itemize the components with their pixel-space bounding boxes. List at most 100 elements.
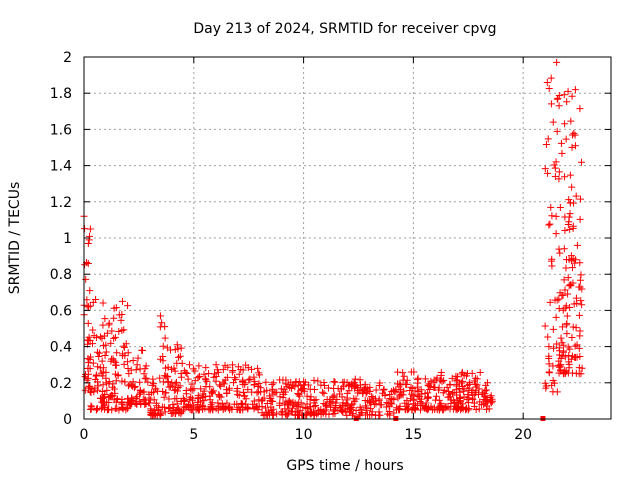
data-point — [291, 383, 299, 391]
data-point — [156, 312, 164, 320]
data-point — [289, 404, 297, 412]
data-point — [370, 401, 378, 409]
data-point — [176, 352, 184, 360]
data-point — [255, 379, 263, 387]
data-point — [134, 354, 142, 362]
data-point — [225, 384, 233, 392]
data-point — [577, 271, 585, 279]
data-point — [247, 365, 255, 373]
data-point — [197, 385, 205, 393]
data-point — [557, 367, 565, 375]
data-point — [430, 376, 438, 384]
data-point — [150, 406, 158, 414]
data-point — [95, 352, 103, 360]
data-point — [189, 365, 197, 373]
data-point — [270, 379, 278, 387]
data-point — [566, 281, 574, 289]
data-point — [356, 376, 364, 384]
data-point — [217, 382, 225, 390]
y-tick-label: 1.8 — [50, 86, 72, 102]
data-point — [438, 406, 446, 414]
data-point — [101, 351, 109, 359]
data-point — [141, 396, 149, 404]
data-point — [223, 389, 231, 397]
data-point — [224, 363, 232, 371]
data-point — [85, 333, 93, 341]
data-point — [212, 377, 220, 385]
data-point — [154, 404, 162, 412]
data-point — [368, 392, 376, 400]
data-point — [363, 385, 371, 393]
data-point — [91, 384, 99, 392]
data-point — [296, 392, 304, 400]
data-point — [230, 400, 238, 408]
data-point — [239, 389, 247, 397]
data-point — [218, 400, 226, 408]
data-point — [307, 393, 315, 401]
data-point — [217, 393, 225, 401]
data-point — [120, 342, 128, 350]
data-point — [240, 392, 248, 400]
data-point — [566, 225, 574, 233]
data-point — [89, 340, 97, 348]
data-point — [103, 386, 111, 394]
y-tick-label: 0.2 — [50, 376, 72, 392]
data-point — [435, 405, 443, 413]
data-point — [566, 210, 574, 218]
data-point — [357, 386, 365, 394]
data-point — [101, 315, 109, 323]
data-point — [568, 264, 576, 272]
data-point — [102, 341, 110, 349]
data-point — [308, 409, 316, 417]
data-point — [483, 405, 491, 413]
data-point — [182, 386, 190, 394]
data-point — [554, 94, 562, 102]
data-point — [482, 386, 490, 394]
data-point — [223, 399, 231, 407]
data-point — [562, 302, 570, 310]
data-point — [199, 405, 207, 413]
data-point — [96, 333, 104, 341]
data-point — [372, 400, 380, 408]
data-point — [138, 347, 146, 355]
data-point — [144, 378, 152, 386]
data-point — [150, 388, 158, 396]
data-point — [161, 408, 169, 416]
data-point — [487, 392, 495, 400]
data-point — [268, 380, 276, 388]
data-point — [119, 405, 127, 413]
data-point — [547, 257, 555, 265]
data-point — [150, 380, 158, 388]
data-point — [462, 372, 470, 380]
data-point — [565, 282, 573, 290]
data-point — [124, 364, 132, 372]
data-point — [175, 408, 183, 416]
data-point — [424, 393, 432, 401]
data-point — [110, 385, 118, 393]
data-point — [177, 373, 185, 381]
data-point — [394, 368, 402, 376]
data-point — [381, 391, 389, 399]
data-point — [262, 404, 270, 412]
data-point — [107, 339, 115, 347]
data-point — [86, 225, 94, 233]
data-point — [476, 368, 484, 376]
data-point — [545, 360, 553, 368]
data-point — [333, 396, 341, 404]
data-point — [341, 407, 349, 415]
data-point — [472, 406, 480, 414]
data-point — [552, 313, 560, 321]
data-point — [102, 368, 110, 376]
data-point — [483, 379, 491, 387]
data-point — [330, 384, 338, 392]
data-point — [366, 411, 374, 419]
data-point — [171, 367, 179, 375]
data-point — [549, 388, 557, 396]
data-point — [202, 376, 210, 384]
data-point — [84, 365, 92, 373]
data-point — [169, 382, 177, 390]
x-tick-label: 20 — [514, 427, 532, 443]
data-point — [212, 405, 220, 413]
data-point — [565, 364, 573, 372]
data-point — [156, 374, 164, 382]
